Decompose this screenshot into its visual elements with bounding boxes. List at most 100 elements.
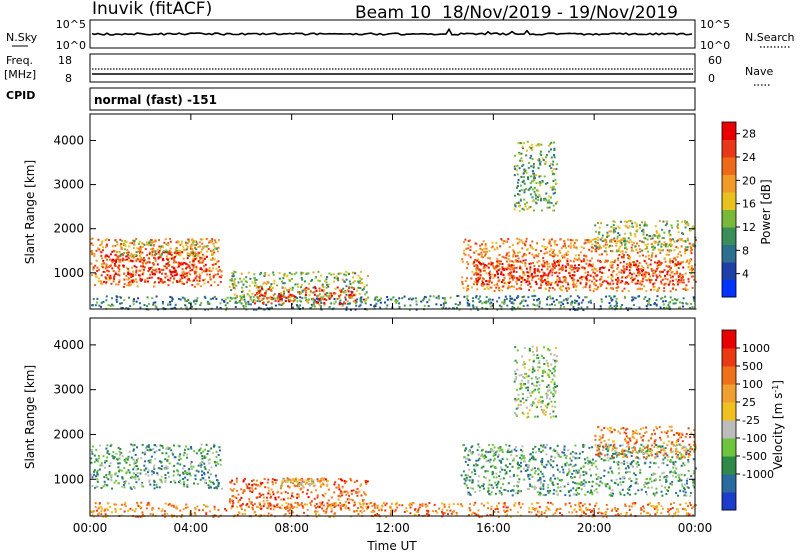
power-scatter-cell bbox=[514, 203, 517, 206]
power-scatter-cell bbox=[673, 283, 676, 286]
power-scatter-cell bbox=[535, 202, 538, 205]
power-scatter-cell bbox=[265, 290, 268, 293]
power-scatter-cell bbox=[302, 306, 304, 309]
velocity-scatter-cell bbox=[319, 485, 322, 488]
power-scatter-cell bbox=[507, 238, 510, 241]
velocity-scatter-cell bbox=[256, 506, 259, 509]
power-scatter-cell bbox=[668, 305, 671, 308]
power-scatter-cell bbox=[642, 228, 645, 231]
power-scatter-cell bbox=[212, 297, 214, 300]
power-scatter-cell bbox=[463, 295, 466, 298]
power-scatter-cell bbox=[102, 270, 105, 273]
velocity-scatter-cell bbox=[140, 515, 143, 518]
power-scatter-cell bbox=[618, 234, 621, 237]
power-scatter-cell bbox=[480, 253, 483, 256]
power-scatter-cell bbox=[352, 300, 355, 303]
power-scatter-cell bbox=[97, 238, 100, 241]
power-scatter-cell bbox=[502, 274, 505, 277]
power-scatter-cell bbox=[273, 293, 276, 295]
power-scatter-cell bbox=[555, 202, 557, 205]
power-scatter-cell bbox=[624, 251, 627, 254]
velocity-scatter-cell bbox=[217, 454, 220, 456]
velocity-scatter-cell bbox=[137, 467, 140, 470]
power-scatter-cell bbox=[649, 281, 652, 284]
power-scatter-cell bbox=[130, 283, 133, 286]
power-scatter-cell bbox=[341, 278, 344, 281]
power-scatter-cell bbox=[601, 300, 603, 303]
power-scatter-cell bbox=[548, 242, 551, 245]
velocity-scatter-cell bbox=[477, 514, 480, 516]
power-scatter-cell bbox=[167, 257, 170, 260]
power-scatter-cell bbox=[191, 248, 194, 250]
velocity-scatter-cell bbox=[163, 512, 166, 515]
velocity-scatter-cell bbox=[208, 458, 211, 461]
velocity-scatter-cell bbox=[490, 505, 493, 508]
velocity-scatter-cell bbox=[263, 514, 266, 517]
power-scatter-cell bbox=[548, 250, 551, 253]
velocity-scatter-cell bbox=[212, 452, 215, 455]
power-scatter-cell bbox=[556, 278, 558, 281]
velocity-scatter-cell bbox=[296, 506, 299, 509]
velocity-scatter-cell bbox=[377, 504, 380, 507]
power-scatter-cell bbox=[536, 304, 539, 307]
power-scatter-cell bbox=[540, 209, 543, 212]
power-scatter-cell bbox=[647, 271, 650, 274]
power-scatter-cell bbox=[187, 271, 190, 274]
power-scatter-cell bbox=[559, 280, 562, 283]
power-scatter-cell bbox=[627, 282, 630, 285]
power-scatter-cell bbox=[154, 260, 157, 262]
power-scatter-cell bbox=[658, 274, 661, 277]
velocity-scatter-cell bbox=[555, 509, 558, 512]
power-scatter-cell bbox=[90, 251, 93, 254]
power-scatter-cell bbox=[150, 271, 153, 274]
power-colorbar-segment bbox=[722, 157, 736, 175]
power-scatter-cell bbox=[625, 268, 628, 271]
power-scatter-cell bbox=[615, 297, 618, 300]
power-scatter-cell bbox=[547, 283, 549, 286]
power-scatter-cell bbox=[618, 271, 621, 274]
power-scatter-cell bbox=[257, 296, 260, 299]
power-scatter-cell bbox=[513, 250, 515, 253]
power-scatter-cell bbox=[360, 270, 362, 273]
velocity-scatter-cell bbox=[207, 471, 209, 474]
power-scatter-cell bbox=[269, 289, 272, 291]
power-scatter-cell bbox=[135, 278, 137, 281]
power-scatter-cell bbox=[597, 239, 599, 242]
power-scatter-cell bbox=[549, 283, 552, 286]
power-scatter-cell bbox=[461, 260, 464, 263]
power-scatter-cell bbox=[191, 284, 194, 286]
power-scatter-cell bbox=[533, 289, 536, 292]
power-scatter-cell bbox=[179, 298, 182, 301]
power-scatter-cell bbox=[350, 296, 353, 299]
velocity-scatter-cell bbox=[186, 453, 189, 456]
velocity-scatter-cell bbox=[450, 512, 453, 515]
power-scatter-cell bbox=[144, 248, 147, 251]
power-scatter-cell bbox=[691, 286, 694, 289]
power-scatter-cell bbox=[692, 297, 695, 300]
power-scatter-cell bbox=[313, 303, 315, 306]
power-scatter-cell bbox=[537, 277, 540, 280]
power-scatter-cell bbox=[569, 308, 571, 311]
power-scatter-cell bbox=[679, 272, 682, 275]
power-scatter-cell bbox=[213, 251, 216, 254]
power-scatter-cell bbox=[625, 265, 628, 268]
velocity-scatter-cell bbox=[150, 449, 153, 451]
power-scatter-cell bbox=[189, 247, 192, 250]
power-scatter-cell bbox=[586, 259, 589, 262]
velocity-scatter-cell bbox=[267, 502, 270, 505]
power-scatter-cell bbox=[303, 288, 306, 291]
power-scatter-cell bbox=[689, 306, 692, 309]
power-scatter-cell bbox=[497, 269, 500, 272]
velocity-scatter-cell bbox=[230, 507, 233, 510]
power-scatter-cell bbox=[601, 281, 604, 284]
velocity-scatter-cell bbox=[137, 515, 139, 518]
power-scatter-cell bbox=[638, 262, 641, 264]
power-scatter-cell bbox=[621, 252, 624, 255]
power-scatter-cell bbox=[674, 258, 677, 261]
power-scatter-cell bbox=[638, 270, 641, 273]
power-scatter-cell bbox=[553, 147, 556, 150]
power-scatter-cell bbox=[479, 271, 482, 274]
power-scatter-cell bbox=[668, 282, 671, 285]
power-scatter-cell bbox=[584, 271, 587, 274]
power-scatter-cell bbox=[158, 249, 161, 252]
